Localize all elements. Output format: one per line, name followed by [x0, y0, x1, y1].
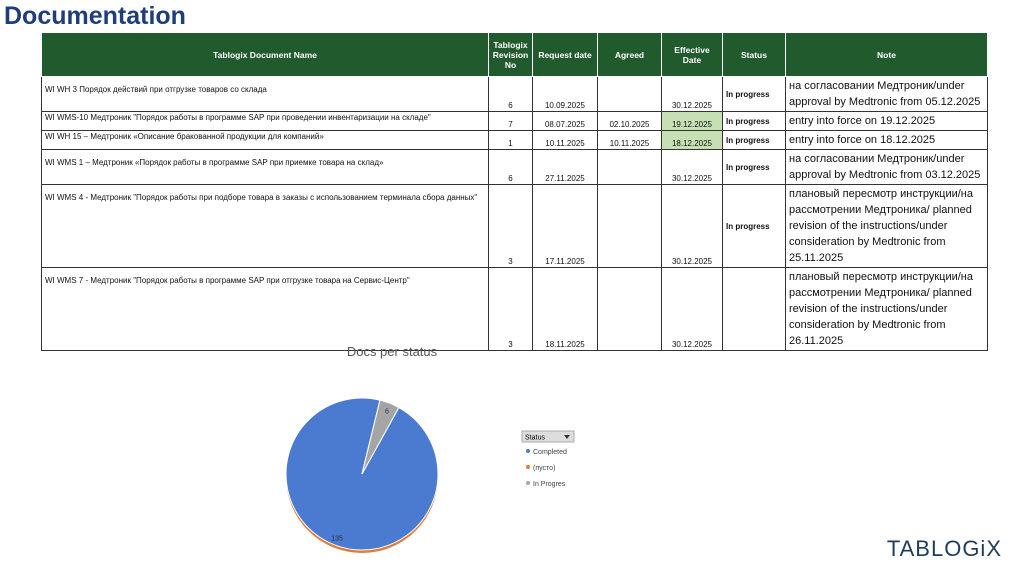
table-cell: на согласовании Медтроник/under approval… [785, 76, 988, 112]
table-cell: WI WH 3 Порядок действий при отгрузке то… [41, 76, 489, 112]
column-header: Note [785, 32, 988, 77]
logo: TABLOGiX [886, 536, 1002, 561]
dropdown-arrow[interactable] [564, 435, 570, 439]
table-cell: 30.12.2025 [661, 267, 723, 351]
table-cell: плановый пересмотр инструкции/на рассмот… [785, 267, 988, 351]
table-row: WI WMS 4 - Медтроник "Порядок работы при… [41, 184, 988, 268]
table-cell: WI WMS 4 - Медтроник "Порядок работы при… [41, 184, 489, 268]
column-header: Tablogix Revision No [488, 32, 533, 77]
table-cell: In progress [722, 76, 786, 112]
data-label: 6 [385, 408, 389, 415]
table-row: WI WMS-10 Медтроник "Порядок работы в пр… [41, 111, 988, 131]
table-cell: 27.11.2025 [532, 149, 598, 185]
table-cell: 18.11.2025 [532, 267, 598, 351]
table-cell: 18.12.2025 [661, 130, 723, 150]
legend-label: In Progres [533, 481, 566, 488]
chart-title: Docs per status [347, 344, 438, 359]
legend-label: (пусто) [533, 465, 555, 472]
legend-marker [526, 449, 530, 453]
table-cell: плановый пересмотр инструкции/на рассмот… [785, 184, 988, 268]
slide-title: Documentation [4, 2, 186, 30]
column-header: Status [722, 32, 786, 77]
documents-table: Tablogix Document Name Tablogix Revision … [41, 32, 988, 351]
legend-header[interactable] [521, 430, 575, 443]
pie-slice [361, 399, 400, 475]
table-cell: 30.12.2025 [661, 184, 723, 268]
table-row: WI WH 3 Порядок действий при отгрузке то… [41, 76, 988, 112]
table-cell: entry into force on 19.12.2025 [785, 111, 988, 131]
table-row: WI WH 15 – Медтроник «Описание бракованн… [41, 130, 988, 150]
legend-marker [526, 481, 530, 485]
legend-marker [526, 465, 530, 469]
table-cell: WI WMS 1 – Медтроник «Порядок работы в п… [41, 149, 489, 185]
table-row: WI WMS 1 – Медтроник «Порядок работы в п… [41, 149, 988, 185]
table-cell: 3 [488, 267, 533, 351]
legend-title: Status [525, 435, 545, 442]
table-cell: 10.09.2025 [532, 76, 598, 112]
table-cell: 6 [488, 149, 533, 185]
legend-label: Completed [533, 449, 567, 456]
data-label: 135 [331, 536, 343, 543]
table-row: WI WMS 7 - Медтроник "Порядок работы в п… [41, 267, 988, 351]
table-cell [722, 267, 786, 351]
table-cell [597, 149, 662, 185]
table-cell: WI WMS 7 - Медтроник "Порядок работы в п… [41, 267, 489, 351]
column-header: Tablogix Document Name [41, 32, 489, 77]
table-cell [597, 267, 662, 351]
